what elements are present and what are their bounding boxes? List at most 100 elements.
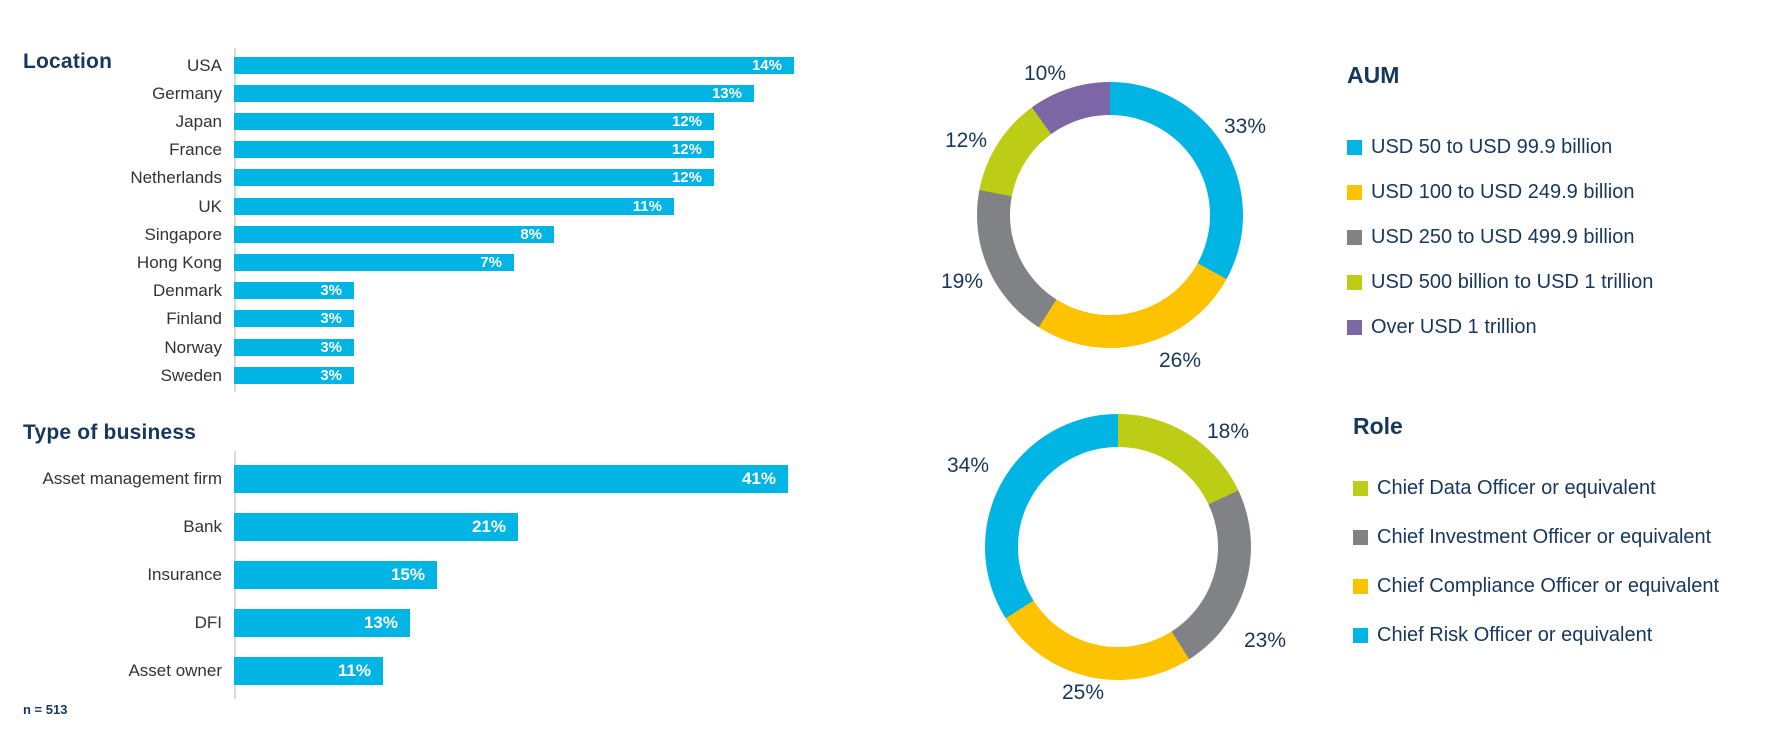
bar-row: Singapore 8% bbox=[0, 225, 900, 243]
bar: 21% bbox=[234, 513, 518, 541]
bar: 11% bbox=[234, 657, 383, 685]
bar: 13% bbox=[234, 609, 410, 637]
bar: 12% bbox=[234, 169, 714, 187]
bar-value-label: 3% bbox=[320, 282, 342, 300]
bar-row: Hong Kong 7% bbox=[0, 252, 900, 272]
donut-percentage-label: 23% bbox=[1243, 629, 1287, 652]
bar: 14% bbox=[234, 56, 794, 74]
legend-item: USD 50 to USD 99.9 billion bbox=[1347, 135, 1653, 159]
legend-swatch-icon bbox=[1347, 229, 1362, 245]
bar-value-label: 15% bbox=[390, 565, 425, 584]
legend-item: Chief Risk Officer or equivalent bbox=[1353, 623, 1719, 647]
role-donut-chart bbox=[985, 414, 1251, 680]
bar-value-label: 11% bbox=[632, 197, 662, 215]
donut-percentage-label: 25% bbox=[1061, 681, 1105, 704]
bar-row: USA 14% bbox=[0, 55, 900, 75]
legend-item: Chief Data Officer or equivalent bbox=[1353, 476, 1719, 500]
legend-item: Chief Investment Officer or equivalent bbox=[1353, 525, 1719, 549]
bar-category-label: Denmark bbox=[153, 281, 222, 301]
bar: 12% bbox=[234, 112, 714, 130]
bar-value-label: 41% bbox=[741, 469, 776, 488]
role-legend-items: Chief Data Officer or equivalent Chief In… bbox=[1353, 476, 1719, 647]
bar-value-label: 3% bbox=[320, 338, 342, 356]
location-chart-title: Location bbox=[23, 50, 113, 73]
bar-value-label: 13% bbox=[711, 84, 742, 102]
legend-label: USD 50 to USD 99.9 billion bbox=[1371, 135, 1613, 158]
bar-row: DFI 13% bbox=[0, 609, 900, 637]
bar-row: Insurance 15% bbox=[0, 561, 900, 589]
bar: 3% bbox=[234, 310, 354, 328]
bar-value-label: 7% bbox=[480, 253, 502, 271]
donut-percentage-label: 10% bbox=[1023, 62, 1067, 85]
bar-category-label: Asset owner bbox=[128, 661, 222, 680]
bar: 3% bbox=[234, 338, 354, 356]
legend-swatch-icon bbox=[1353, 578, 1368, 594]
legend-swatch-icon bbox=[1353, 529, 1368, 545]
bar: 3% bbox=[234, 282, 354, 300]
aum-legend-items: USD 50 to USD 99.9 billion USD 100 to USD… bbox=[1347, 135, 1653, 339]
bar-value-label: 21% bbox=[471, 517, 506, 536]
bar-row: Netherlands 12% bbox=[0, 169, 900, 187]
legend-label: Chief Compliance Officer or equivalent bbox=[1377, 574, 1720, 597]
bar-row: Finland 3% bbox=[0, 309, 900, 329]
donut-percentage-label: 12% bbox=[944, 129, 988, 152]
bar: 3% bbox=[234, 366, 354, 384]
bar-category-label: USA bbox=[187, 55, 222, 75]
bar-category-label: France bbox=[169, 140, 222, 160]
legend-label: Over USD 1 trillion bbox=[1371, 315, 1537, 338]
bar-category-label: DFI bbox=[194, 613, 222, 632]
bar-value-label: 8% bbox=[520, 225, 542, 243]
legend-swatch-icon bbox=[1347, 139, 1362, 155]
role-legend-title: Role bbox=[1353, 413, 1403, 439]
bar-category-label: Asset management firm bbox=[42, 469, 222, 488]
bar-category-label: Germany bbox=[152, 83, 222, 103]
bar-category-label: Bank bbox=[183, 517, 222, 536]
bar-value-label: 12% bbox=[671, 169, 702, 187]
bar-row: UK 11% bbox=[0, 196, 900, 216]
bar: 15% bbox=[234, 561, 437, 589]
donut-percentage-label: 18% bbox=[1206, 420, 1250, 443]
bar-category-label: Japan bbox=[175, 111, 222, 131]
bar-value-label: 12% bbox=[671, 112, 702, 130]
bar: 8% bbox=[234, 225, 554, 243]
bar-row: Sweden 3% bbox=[0, 365, 900, 385]
legend-item: USD 500 billion to USD 1 trillion bbox=[1347, 270, 1653, 294]
bar-category-label: Norway bbox=[164, 337, 222, 357]
bar-value-label: 12% bbox=[671, 141, 702, 159]
legend-swatch-icon bbox=[1347, 319, 1362, 335]
donut-percentage-label: 34% bbox=[946, 454, 990, 477]
bar-row: Bank 21% bbox=[0, 513, 900, 541]
legend-item: USD 250 to USD 499.9 billion bbox=[1347, 225, 1653, 249]
bar-row: Asset management firm 41% bbox=[0, 465, 900, 493]
legend-item: USD 100 to USD 249.9 billion bbox=[1347, 180, 1653, 204]
legend-label: USD 100 to USD 249.9 billion bbox=[1371, 180, 1635, 203]
bar: 11% bbox=[234, 197, 674, 215]
legend-label: Chief Risk Officer or equivalent bbox=[1377, 623, 1653, 646]
legend-swatch-icon bbox=[1353, 480, 1368, 496]
location-bar-chart: USA 14% Germany 13% Japan 12% France 12% Netherl… bbox=[0, 0, 900, 400]
aum-legend-title: AUM bbox=[1347, 62, 1400, 88]
bar-value-label: 13% bbox=[363, 613, 398, 632]
bar-category-label: Sweden bbox=[160, 365, 222, 385]
bar-row: Asset owner 11% bbox=[0, 657, 900, 685]
donut-percentage-label: 19% bbox=[940, 270, 984, 293]
bar: 41% bbox=[234, 465, 788, 493]
aum-donut-hole bbox=[1010, 115, 1210, 315]
bar-category-label: Hong Kong bbox=[136, 252, 222, 272]
legend-label: USD 250 to USD 499.9 billion bbox=[1371, 225, 1635, 248]
location-axis-line bbox=[234, 48, 236, 392]
legend-item: Over USD 1 trillion bbox=[1347, 315, 1653, 339]
legend-swatch-icon bbox=[1353, 627, 1368, 643]
bar: 12% bbox=[234, 141, 714, 159]
bar-category-label: Finland bbox=[166, 309, 222, 329]
bar-category-label: Insurance bbox=[147, 565, 222, 584]
bar-value-label: 3% bbox=[320, 310, 342, 328]
bar-category-label: UK bbox=[198, 196, 222, 216]
aum-legend: AUM USD 50 to USD 99.9 billion USD 100 to… bbox=[1347, 62, 1653, 339]
bar-value-label: 3% bbox=[320, 366, 342, 384]
bar: 13% bbox=[234, 84, 754, 102]
bar-row: Japan 12% bbox=[0, 111, 900, 131]
legend-swatch-icon bbox=[1347, 184, 1362, 200]
donut-percentage-label: 26% bbox=[1158, 349, 1202, 372]
